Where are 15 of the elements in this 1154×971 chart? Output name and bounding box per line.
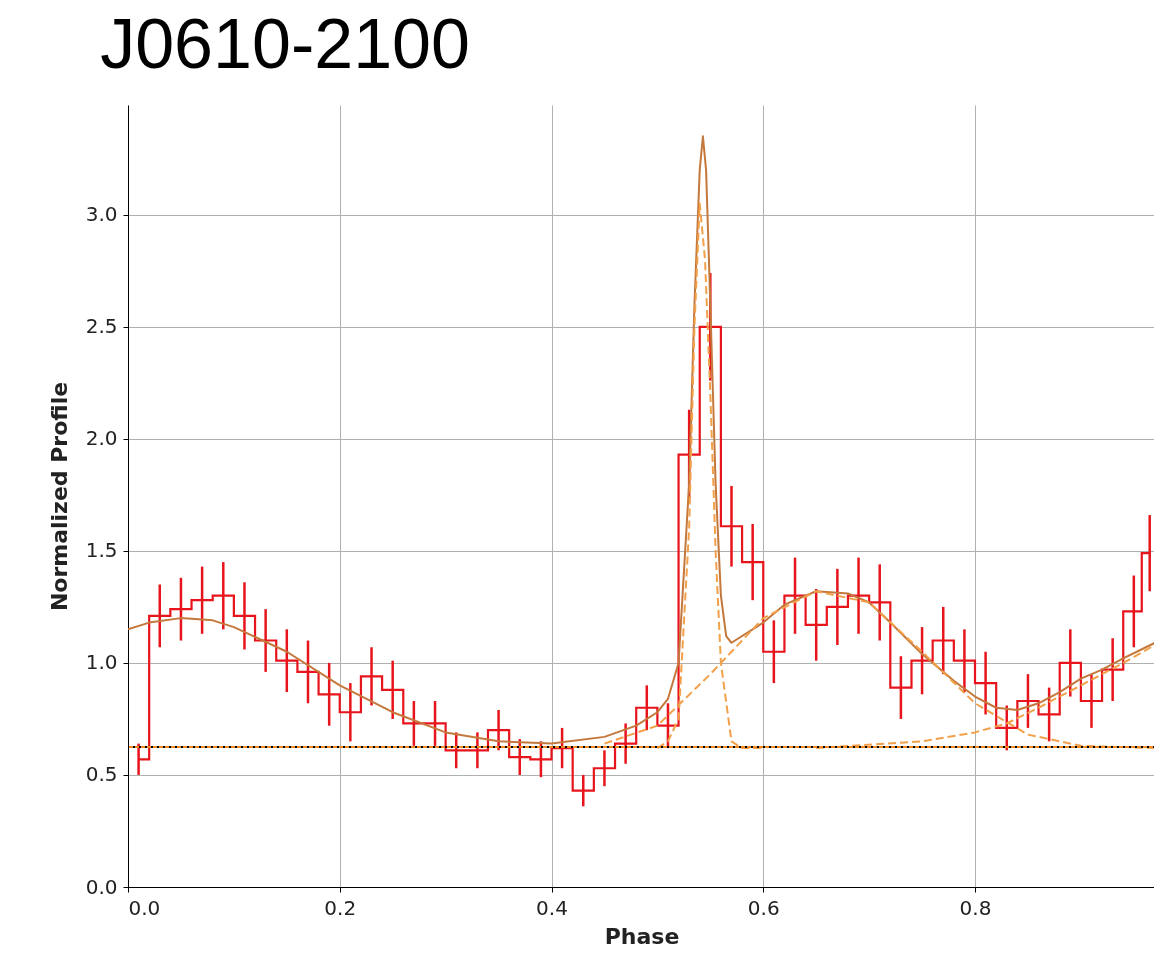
x-axis-title: Phase xyxy=(604,923,680,949)
y-tick-label: 0.5 xyxy=(85,762,118,787)
y-tick-label: 2.5 xyxy=(85,314,118,339)
x-tick-label: 0.4 xyxy=(536,895,568,920)
y-tick-label: 2.0 xyxy=(85,426,118,451)
x-tick-label: 0.2 xyxy=(324,895,357,920)
x-tick-label: 0.8 xyxy=(959,895,992,920)
y-tick-label: 1.5 xyxy=(85,538,118,563)
chart-title: J0610-2100 xyxy=(100,5,470,83)
y-tick-label: 3.0 xyxy=(85,202,118,227)
x-tick-label: 0.6 xyxy=(747,895,780,920)
y-tick-label: 1.0 xyxy=(85,650,118,675)
x-tick-label: 0.0 xyxy=(128,895,161,920)
y-axis-title: Normalized Profile xyxy=(46,381,72,612)
y-tick-label: 0.0 xyxy=(85,874,118,899)
